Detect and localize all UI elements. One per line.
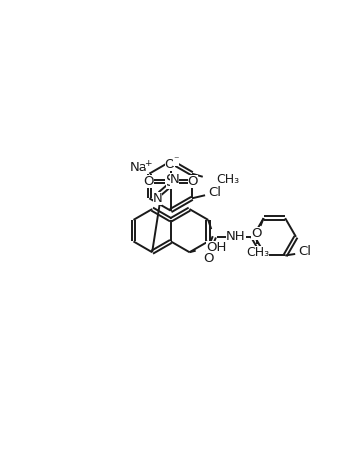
Text: S: S — [166, 174, 175, 189]
Text: Cl: Cl — [208, 185, 221, 199]
Text: O: O — [188, 175, 198, 188]
Text: O: O — [143, 175, 154, 188]
Text: O: O — [165, 158, 175, 171]
Text: N: N — [170, 173, 179, 186]
Text: CH₃: CH₃ — [217, 173, 240, 186]
Text: N: N — [153, 192, 162, 205]
Text: Na: Na — [129, 161, 147, 174]
Text: ⁻: ⁻ — [173, 156, 179, 166]
Text: O: O — [203, 252, 213, 265]
Text: NH: NH — [226, 230, 246, 244]
Text: Cl: Cl — [298, 245, 311, 258]
Text: CH₃: CH₃ — [246, 245, 269, 259]
Text: OH: OH — [206, 241, 227, 254]
Text: +: + — [145, 159, 152, 168]
Text: O: O — [251, 227, 262, 240]
